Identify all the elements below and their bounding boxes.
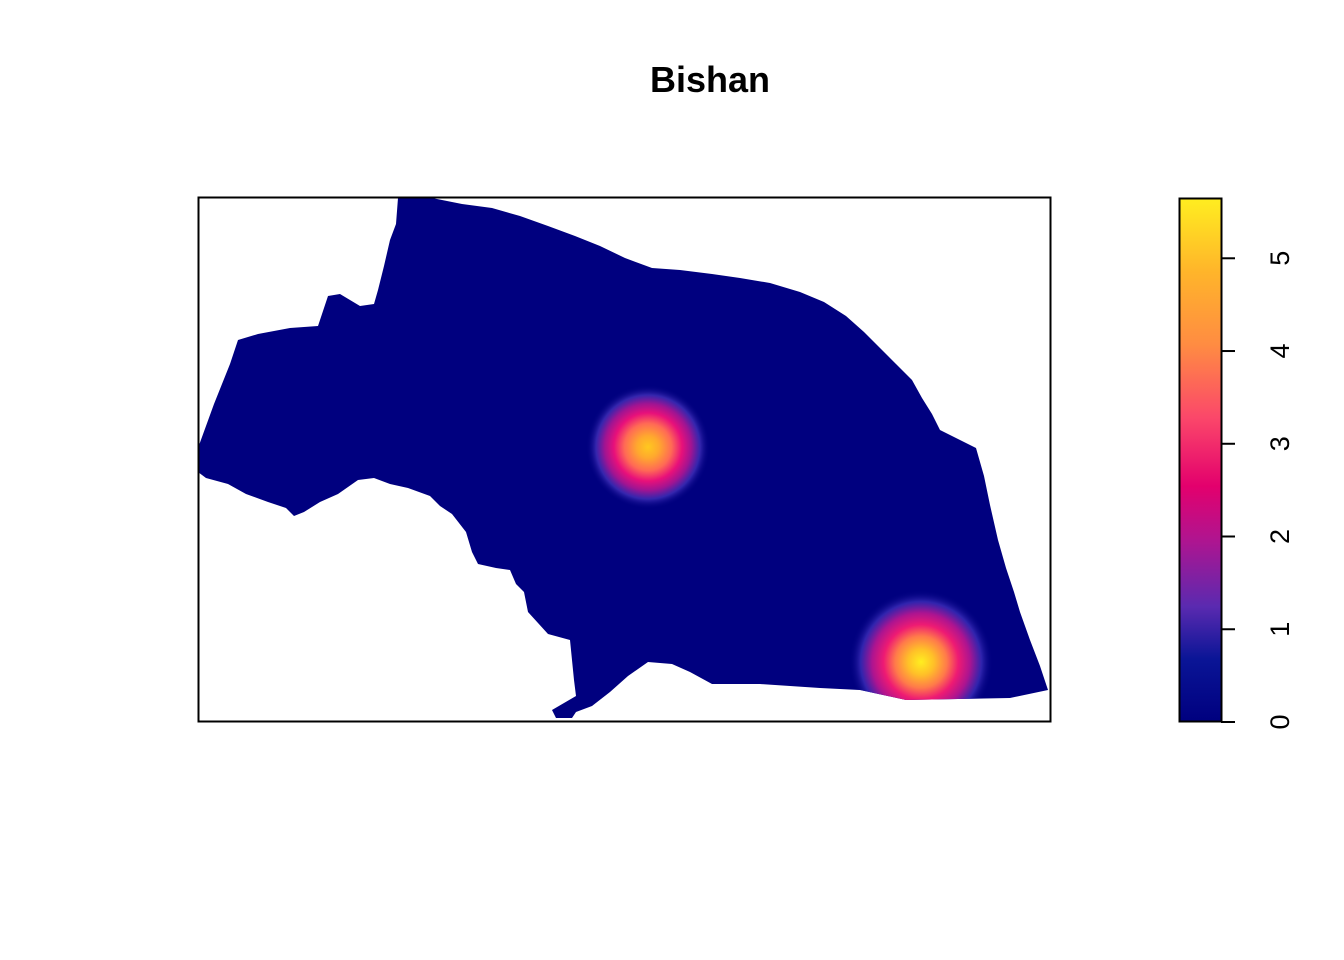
colorbar: 0 1 2 3 4 5: [1178, 197, 1295, 730]
colorbar-tick-label: 1: [1265, 622, 1295, 637]
colorbar-tick-label: 0: [1265, 714, 1295, 729]
plot-frame: [197, 196, 1052, 723]
colorbar-tick-label: 4: [1265, 344, 1295, 359]
hotspot-south-east: [849, 590, 993, 718]
hotspot-center: [586, 385, 710, 509]
plot-area: [197, 196, 1052, 723]
colorbar-tick-label: 3: [1265, 436, 1295, 451]
chart-title: Bishan: [650, 59, 770, 100]
colorbar-tick-label: 2: [1265, 529, 1295, 544]
colorbar-tick-label: 5: [1265, 251, 1295, 266]
colorbar-gradient: [1179, 198, 1221, 722]
colorbar-frame: [1178, 197, 1223, 723]
